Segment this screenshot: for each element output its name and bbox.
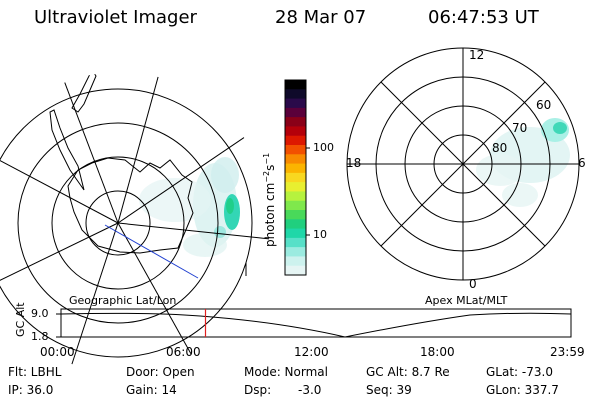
instrument-title: Ultraviolet Imager: [34, 7, 197, 28]
colorbar-swatch: [285, 182, 306, 193]
colorbar-swatch: [285, 265, 306, 276]
timeline-x-label-2359: 23:59: [550, 345, 585, 359]
colorbar-swatch: [285, 200, 306, 211]
time-label: 06:47:53 UT: [428, 7, 539, 28]
mlat-label-80: 80: [492, 141, 508, 155]
colorbar-swatch: [285, 145, 306, 155]
mlt-label-0: 0: [469, 277, 477, 291]
geographic-map: [0, 72, 270, 371]
colorbar-units-exp1: −2: [262, 170, 271, 183]
colorbar-swatch: [285, 107, 306, 118]
colorbar-swatch: [285, 117, 306, 128]
info-gc-alt: GC Alt: 8.7 Re: [366, 365, 450, 379]
colorbar-swatch: [285, 163, 306, 174]
colorbar-swatch: [285, 89, 306, 100]
colorbar-swatch: [285, 256, 306, 267]
colorbar-swatch: [285, 191, 306, 202]
info-dsp-value: -3.0: [298, 383, 322, 397]
timeline-y-label-top: 9.0: [31, 307, 49, 320]
geographic-grid: [0, 72, 270, 371]
info-filter: Flt: LBHL: [8, 365, 62, 379]
mlat-label-70: 70: [512, 121, 528, 135]
info-gain: Gain: 14: [126, 383, 177, 397]
colorbar-units-mid: s: [263, 164, 277, 171]
magnetic-caption-label: Apex MLat/MLT: [425, 294, 508, 307]
info-glon: GLon: 337.7: [486, 383, 559, 397]
colorbar-swatch: [285, 172, 306, 183]
colorbar-swatch: [285, 80, 306, 90]
timeline-plot: [56, 308, 572, 338]
colorbar-swatch: [285, 154, 306, 165]
colorbar: [284, 79, 310, 276]
timeline-x-label-0000: 00:00: [40, 345, 75, 359]
geographic-aurora: [139, 157, 240, 257]
timeline-x-label-0600: 06:00: [166, 345, 201, 359]
colorbar-swatch: [285, 237, 306, 248]
colorbar-swatch: [285, 126, 306, 137]
mlt-label-6: 6: [578, 156, 586, 170]
colorbar-swatch: [285, 135, 306, 146]
colorbar-tick-100: 100: [313, 141, 334, 154]
info-mode: Mode: Normal: [244, 365, 328, 379]
geographic-caption-label: Geographic Lat/Lon: [69, 294, 177, 307]
mlat-label-60: 60: [536, 98, 552, 112]
colorbar-units-main: photon cm: [263, 182, 277, 247]
info-door: Door: Open: [126, 365, 195, 379]
timeline-x-label-1800: 18:00: [420, 345, 455, 359]
colorbar-swatch: [285, 219, 306, 230]
timeline-y-label-bottom: 1.8: [31, 330, 49, 343]
mlt-label-12: 12: [469, 48, 485, 62]
colorbar-units: photon cm−2s−1: [262, 153, 277, 247]
timeline-axis-label: GC Alt: [14, 302, 27, 337]
colorbar-swatch: [285, 210, 306, 220]
colorbar-tick-10: 10: [313, 228, 327, 241]
colorbar-units-exp2: −1: [262, 152, 271, 165]
colorbar-swatch: [285, 247, 306, 258]
info-seq: Seq: 39: [366, 383, 412, 397]
colorbar-swatch: [285, 98, 306, 109]
info-ip: IP: 36.0: [8, 383, 54, 397]
info-dsp-label: Dsp:: [244, 383, 272, 397]
magnetic-map: [346, 47, 580, 281]
magnetic-grid: [346, 47, 580, 281]
timeline-x-label-1200: 12:00: [294, 345, 329, 359]
mlt-label-18: 18: [346, 156, 362, 170]
colorbar-swatch: [285, 228, 306, 239]
info-glat: GLat: -73.0: [486, 365, 553, 379]
date-label: 28 Mar 07: [275, 7, 367, 28]
